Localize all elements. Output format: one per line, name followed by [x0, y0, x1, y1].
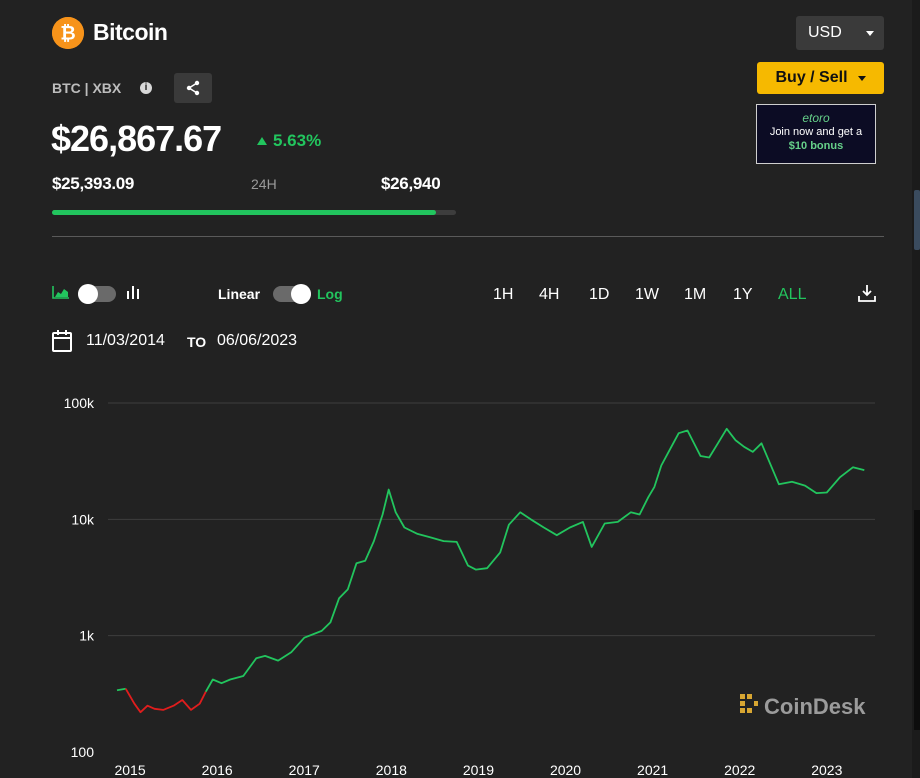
- currency-select[interactable]: USD: [796, 16, 884, 50]
- divider: [52, 236, 884, 237]
- chart-type-toggle[interactable]: [78, 284, 116, 304]
- price-change: 5.63%: [257, 131, 321, 151]
- x-tick-label: 2018: [376, 762, 407, 778]
- download-icon[interactable]: [858, 284, 876, 307]
- range-bar: [52, 210, 456, 215]
- x-tick-label: 2017: [289, 762, 320, 778]
- price-line-up: [205, 427, 865, 693]
- x-tick-label: 2019: [463, 762, 494, 778]
- etoro-ad[interactable]: etoro Join now and get a $10 bonus: [756, 104, 876, 164]
- area-chart-icon[interactable]: [52, 285, 70, 304]
- x-tick-label: 2022: [724, 762, 755, 778]
- page-edge: [912, 0, 920, 778]
- chevron-down-icon: [857, 75, 866, 81]
- ad-amount: $10: [788, 140, 808, 152]
- share-icon: [186, 80, 200, 96]
- svg-text:₿: ₿: [60, 24, 75, 45]
- bar-chart-icon[interactable]: [126, 285, 140, 304]
- x-tick-label: 2021: [637, 762, 668, 778]
- range-label: 24H: [251, 176, 277, 192]
- y-tick-label: 100k: [64, 395, 95, 411]
- x-tick-label: 2015: [114, 762, 145, 778]
- buy-sell-label: Buy / Sell: [775, 69, 848, 86]
- range-high: $26,940: [381, 174, 441, 193]
- range-low: $25,393.09: [52, 174, 135, 193]
- y-tick-label: 10k: [71, 511, 95, 527]
- price-line-up: [116, 687, 126, 692]
- range-bar-fill: [52, 210, 436, 215]
- price-change-value: 5.63%: [273, 131, 322, 150]
- coindesk-watermark-text: CoinDesk: [764, 694, 866, 719]
- ticker-symbols: BTC | XBX: [52, 80, 122, 96]
- timeframe-1d[interactable]: 1D: [589, 286, 610, 303]
- x-tick-label: 2016: [202, 762, 233, 778]
- y-tick-label: 1k: [79, 628, 95, 644]
- log-label[interactable]: Log: [317, 286, 343, 302]
- current-price: $26,867.67: [51, 118, 222, 159]
- coindesk-watermark: CoinDesk: [740, 694, 866, 719]
- linear-label[interactable]: Linear: [218, 286, 261, 302]
- x-tick-label: 2020: [550, 762, 581, 778]
- ad-bonus: bonus: [810, 140, 844, 152]
- price-chart[interactable]: 100k 10k 1k 100 2015 2016 2017 2018 2019 2020 202…: [0, 380, 912, 778]
- currency-value: USD: [808, 24, 842, 41]
- timeframe-1h[interactable]: 1H: [493, 286, 514, 303]
- etoro-logo: etoro: [802, 111, 830, 125]
- price-line-down: [124, 688, 207, 714]
- timeframe-1y[interactable]: 1Y: [733, 286, 753, 303]
- buy-sell-button[interactable]: Buy / Sell: [757, 62, 884, 94]
- chevron-down-icon: [865, 30, 874, 36]
- timeframe-1w[interactable]: 1W: [635, 286, 659, 303]
- timeframe-4h[interactable]: 4H: [539, 286, 560, 303]
- date-from-input[interactable]: 11/03/2014: [86, 332, 165, 349]
- info-icon[interactable]: i: [140, 82, 152, 94]
- coin-name: Bitcoin: [93, 19, 168, 45]
- date-to-label: TO: [187, 334, 207, 350]
- share-button[interactable]: [174, 73, 212, 103]
- trend-up-icon: [257, 137, 267, 145]
- y-tick-label: 100: [71, 744, 95, 760]
- ad-text: Join now and get a: [769, 126, 863, 138]
- x-tick-label: 2023: [811, 762, 842, 778]
- timeframe-1m[interactable]: 1M: [684, 286, 707, 303]
- timeframe-all[interactable]: ALL: [778, 286, 807, 303]
- scale-toggle[interactable]: [273, 284, 311, 304]
- calendar-icon[interactable]: [52, 330, 72, 357]
- date-to-input[interactable]: 06/06/2023: [217, 332, 298, 349]
- bitcoin-logo-icon: ₿: [52, 17, 84, 49]
